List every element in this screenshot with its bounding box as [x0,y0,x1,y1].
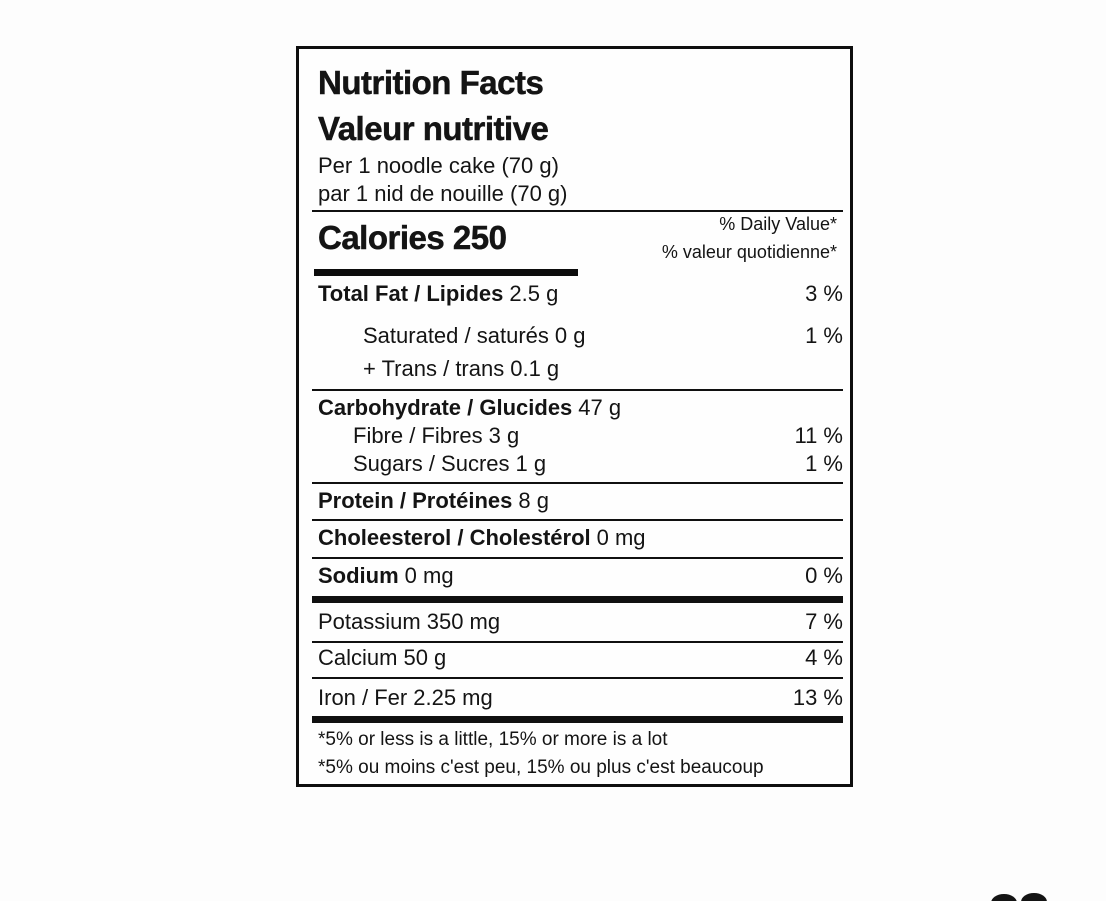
serving-size-french: par 1 nid de nouille (70 g) [318,181,568,206]
nutrient-amount: 0 mg [596,525,646,550]
daily-value-percent: 4 % [805,645,843,670]
row-trans-fat: + Trans / trans 0.1 g [312,356,843,382]
nutrient-name: Sodium [318,563,399,588]
thick-divider-rule [312,716,843,723]
nutrient-name: Protein / Protéines [318,488,513,513]
daily-value-percent: 11 % [794,423,843,448]
footnote-french: *5% ou moins c'est peu, 15% ou plus c'es… [318,757,764,778]
nutrient-amount: 0 g [554,323,586,348]
nutrient-name: Sugars / Sucres [353,451,510,476]
row-sodium: Sodium 0 mg 0 % [312,563,843,589]
nutrient-amount: 1 g [515,451,547,476]
nutrient-amount: 8 g [518,488,549,513]
divider-rule [312,482,843,484]
divider-rule [312,210,843,212]
divider-rule [312,389,843,391]
divider-rule [312,557,843,559]
daily-value-percent: 0 % [805,563,843,588]
nutrient-amount: 350 mg [426,609,501,634]
title-french: Valeur nutritive [318,110,549,147]
calories-underline-bar [314,269,578,276]
nutrient-amount: 2.5 g [509,281,559,306]
divider-rule [312,519,843,521]
nutrient-amount: 3 g [488,423,520,448]
nutrient-name: Potassium [318,609,421,634]
nutrient-amount: 0.1 g [510,356,560,381]
daily-value-header-english: % Daily Value* [719,214,837,234]
daily-value-header-french: % valeur quotidienne* [661,242,837,262]
daily-value-percent: 3 % [805,281,843,306]
nutrient-name: Calcium [318,645,398,670]
row-carbohydrate: Carbohydrate / Glucides 47 g [312,395,843,421]
nutrient-name: Carbohydrate / Glucides [318,395,573,420]
footnote-english: *5% or less is a little, 15% or more is … [318,729,668,750]
calories-line: Calories 250 [318,219,507,256]
nutrient-name: Total Fat / Lipides [318,281,504,306]
row-total-fat: Total Fat / Lipides 2.5 g 3 % [312,281,843,307]
nutrient-amount: 47 g [578,395,622,420]
nutrient-name: Iron / Fer [318,685,408,710]
row-potassium: Potassium 350 mg 7 % [312,609,843,635]
daily-value-percent: 7 % [805,609,843,634]
nutrient-amount: 0 mg [404,563,454,588]
row-saturated-fat: Saturated / saturés 0 g 1 % [312,323,843,349]
nutrient-name: Fibre / Fibres [353,423,483,448]
divider-rule [312,677,843,679]
daily-value-percent: 1 % [805,323,843,348]
row-calcium: Calcium 50 g 4 % [312,645,843,671]
row-protein: Protein / Protéines 8 g [312,488,843,514]
nutrient-name: Saturated / saturés [363,323,549,348]
nutrition-facts-label: Nutrition Facts Valeur nutritive Per 1 n… [296,46,853,787]
row-fibre: Fibre / Fibres 3 g 11 % [312,423,843,449]
divider-rule [312,641,843,643]
nutrient-amount: 2.25 mg [413,685,493,710]
nutrient-name: + Trans / trans [363,356,505,381]
daily-value-percent: 1 % [805,451,843,476]
nutrient-amount: 50 g [403,645,447,670]
row-cholesterol: Choleesterol / Cholestérol 0 mg [312,525,843,551]
serving-size-english: Per 1 noodle cake (70 g) [318,153,559,178]
thick-divider-rule [312,596,843,603]
cropped-glyph-artifact [991,894,1017,901]
nutrient-name: Choleesterol / Cholestérol [318,525,591,550]
title-english: Nutrition Facts [318,64,544,101]
row-sugars: Sugars / Sucres 1 g 1 % [312,451,843,477]
row-iron: Iron / Fer 2.25 mg 13 % [312,685,843,711]
daily-value-percent: 13 % [792,685,843,710]
cropped-glyph-artifact [1021,893,1047,901]
